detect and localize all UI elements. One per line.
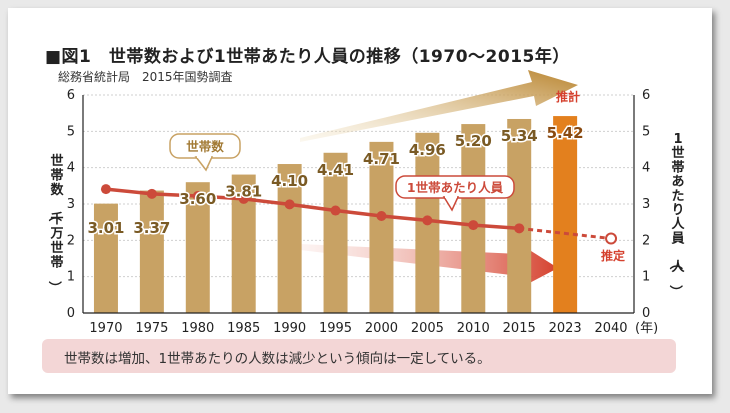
left-y-tick-label: 4 bbox=[67, 161, 75, 176]
left-y-tick-label: 2 bbox=[67, 233, 75, 248]
source-note: 総務省統計局 2015年国勢調査 bbox=[58, 70, 233, 84]
left-y-tick-label: 1 bbox=[67, 270, 75, 285]
bar bbox=[277, 164, 302, 313]
bar-value-label: 3.01 bbox=[87, 219, 124, 237]
bar-value-label: 5.20 bbox=[455, 132, 492, 150]
bar-value-label: 4.71 bbox=[363, 150, 400, 168]
persons-line bbox=[105, 187, 520, 231]
bar-value-label: 5.42 bbox=[547, 124, 584, 142]
left-y-tick-label: 0 bbox=[67, 306, 75, 321]
x-tick-label: 1970 bbox=[89, 321, 122, 336]
right-y-tick-label: 6 bbox=[642, 88, 650, 103]
persons-callout-label: 1世帯あたり人員 bbox=[407, 180, 504, 195]
persons-point bbox=[330, 205, 341, 216]
persons-callout: 1世帯あたり人員 bbox=[395, 175, 515, 212]
bar-value-label: 3.81 bbox=[225, 183, 262, 201]
x-axis-unit: (年) bbox=[635, 321, 658, 336]
persons-point bbox=[238, 193, 249, 204]
left-axis-title: 世帯数（千万世帯） bbox=[46, 153, 64, 294]
decrease-trend-arrow bbox=[300, 244, 558, 288]
x-tick-label: 1975 bbox=[135, 321, 168, 336]
persons-point bbox=[514, 223, 525, 234]
x-tick-label: 2015 bbox=[503, 321, 536, 336]
x-tick-label: 2005 bbox=[411, 321, 444, 336]
bar bbox=[93, 203, 118, 313]
x-tick-label: 1985 bbox=[227, 321, 260, 336]
summary-caption-text: 世帯数は増加、1世帯あたりの人数は減少という傾向は一定している。 bbox=[64, 351, 491, 367]
right-y-tick-label: 2 bbox=[642, 233, 650, 248]
x-tick-label: 2040 bbox=[594, 321, 627, 336]
bar bbox=[323, 152, 348, 313]
persons-point bbox=[468, 220, 479, 231]
bar bbox=[139, 190, 164, 313]
x-tick-label: 2023 bbox=[549, 321, 582, 336]
bar-value-label: 4.10 bbox=[271, 172, 308, 190]
bar-value-label: 4.96 bbox=[409, 141, 446, 159]
right-axis-title: 1 世帯あたり人員（人） bbox=[667, 132, 685, 298]
chart-title: ■図1 世帯数および1世帯あたり人員の推移（1970〜2015年） bbox=[45, 47, 570, 67]
persons-point bbox=[192, 191, 203, 202]
x-tick-label: 1990 bbox=[273, 321, 306, 336]
x-tick-label: 1980 bbox=[181, 321, 214, 336]
persons-point bbox=[146, 188, 157, 199]
bar-value-label: 4.41 bbox=[317, 161, 354, 179]
bar bbox=[369, 141, 394, 313]
bar bbox=[185, 182, 210, 313]
households-callout-label: 世帯数 bbox=[186, 139, 224, 154]
persons-estimate-point bbox=[605, 232, 618, 245]
bar-value-label: 5.34 bbox=[501, 127, 538, 145]
right-y-tick-label: 3 bbox=[642, 197, 650, 212]
summary-caption-box: 世帯数は増加、1世帯あたりの人数は減少という傾向は一定している。 bbox=[42, 339, 676, 373]
persons-line-projection bbox=[519, 226, 612, 241]
bar bbox=[553, 116, 578, 313]
persons-point bbox=[422, 215, 433, 226]
left-y-tick-label: 3 bbox=[67, 197, 75, 212]
right-y-tick-label: 5 bbox=[642, 124, 650, 139]
bar bbox=[461, 124, 486, 313]
estimate-bar-annotation: 推計 bbox=[556, 89, 580, 104]
bar-value-label: 3.60 bbox=[179, 190, 216, 208]
x-tick-label: 2000 bbox=[365, 321, 398, 336]
persons-point bbox=[284, 199, 295, 210]
right-y-tick-label: 1 bbox=[642, 270, 650, 285]
x-tick-label: 2010 bbox=[457, 321, 490, 336]
right-y-tick-label: 0 bbox=[642, 306, 650, 321]
bar bbox=[507, 118, 532, 313]
left-y-tick-label: 5 bbox=[67, 124, 75, 139]
increase-trend-arrow bbox=[300, 70, 578, 142]
persons-point bbox=[100, 184, 111, 195]
left-y-tick-label: 6 bbox=[67, 88, 75, 103]
right-y-tick-label: 4 bbox=[642, 161, 650, 176]
x-tick-label: 1995 bbox=[319, 321, 352, 336]
households-callout: 世帯数 bbox=[169, 133, 241, 172]
persons-point bbox=[376, 210, 387, 221]
bar-value-label: 3.37 bbox=[133, 219, 170, 237]
chart-card bbox=[8, 8, 712, 394]
estimate-line-annotation: 推定 bbox=[601, 248, 625, 263]
